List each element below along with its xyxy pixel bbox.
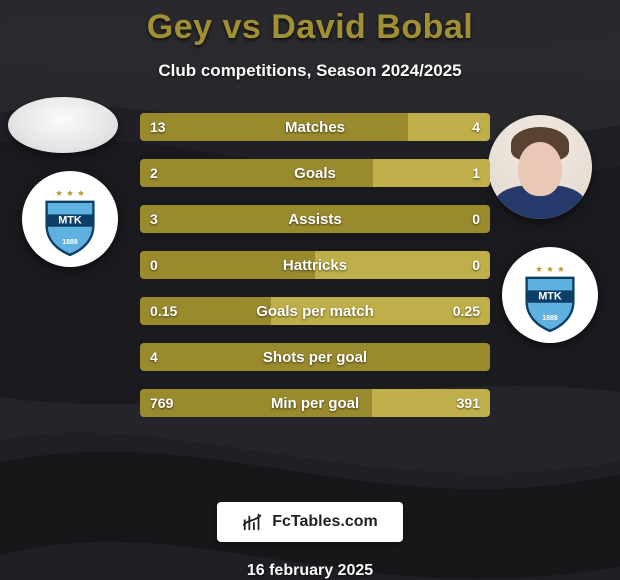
metric-row: Min per goal769 391 (140, 389, 490, 417)
avatar-face (518, 142, 562, 196)
metric-value-right: 0 (462, 205, 490, 233)
club-crest-left: MTK 1888 (22, 171, 118, 267)
mid-region: MTK 1888 MTK 1888 Matches13 4 Goals2 1 Assists… (0, 113, 620, 496)
metric-value-right: 391 (447, 389, 490, 417)
metric-value-right (470, 343, 490, 371)
metric-value-left: 0 (140, 251, 168, 279)
metric-row: Matches13 4 (140, 113, 490, 141)
attribution-text: FcTables.com (272, 513, 378, 531)
comparison-bars: Matches134Goals21Assists30Hattricks00Goa… (140, 113, 490, 435)
svg-text:MTK: MTK (538, 291, 562, 303)
content-root: Gey vs David Bobal Club competitions, Se… (0, 0, 620, 580)
svg-text:1888: 1888 (542, 315, 558, 322)
metric-value-right: 0 (462, 251, 490, 279)
metric-label: Goals (140, 159, 490, 187)
fctables-logo-icon (242, 511, 264, 533)
comparison-title: Gey vs David Bobal (147, 8, 473, 47)
club-crest-right: MTK 1888 (502, 247, 598, 343)
metric-label: Shots per goal (140, 343, 490, 371)
metric-label: Goals per match (140, 297, 490, 325)
metric-row: Goals per match0.15 0.25 (140, 297, 490, 325)
metric-value-left: 0.15 (140, 297, 187, 325)
metric-value-left: 3 (140, 205, 168, 233)
metric-row: Shots per goal4 (140, 343, 490, 371)
svg-text:1888: 1888 (62, 239, 78, 246)
crest-svg-left: MTK 1888 (31, 180, 109, 258)
metric-value-left: 4 (140, 343, 168, 371)
metric-value-right: 4 (462, 113, 490, 141)
player-right-avatar (488, 115, 592, 219)
metric-label: Assists (140, 205, 490, 233)
crest-svg-right: MTK 1888 (511, 256, 589, 334)
metric-row: Hattricks0 0 (140, 251, 490, 279)
attribution-badge: FcTables.com (217, 502, 403, 542)
metric-value-right: 0.25 (443, 297, 490, 325)
date-text: 16 february 2025 (247, 562, 373, 580)
metric-value-left: 769 (140, 389, 183, 417)
metric-value-left: 2 (140, 159, 168, 187)
metric-value-right: 1 (462, 159, 490, 187)
metric-label: Matches (140, 113, 490, 141)
metric-label: Min per goal (140, 389, 490, 417)
season-subtitle: Club competitions, Season 2024/2025 (158, 61, 461, 81)
metric-label: Hattricks (140, 251, 490, 279)
metric-value-left: 13 (140, 113, 176, 141)
svg-text:MTK: MTK (58, 215, 82, 227)
metric-row: Assists3 0 (140, 205, 490, 233)
player-left-avatar (8, 97, 118, 153)
metric-row: Goals2 1 (140, 159, 490, 187)
